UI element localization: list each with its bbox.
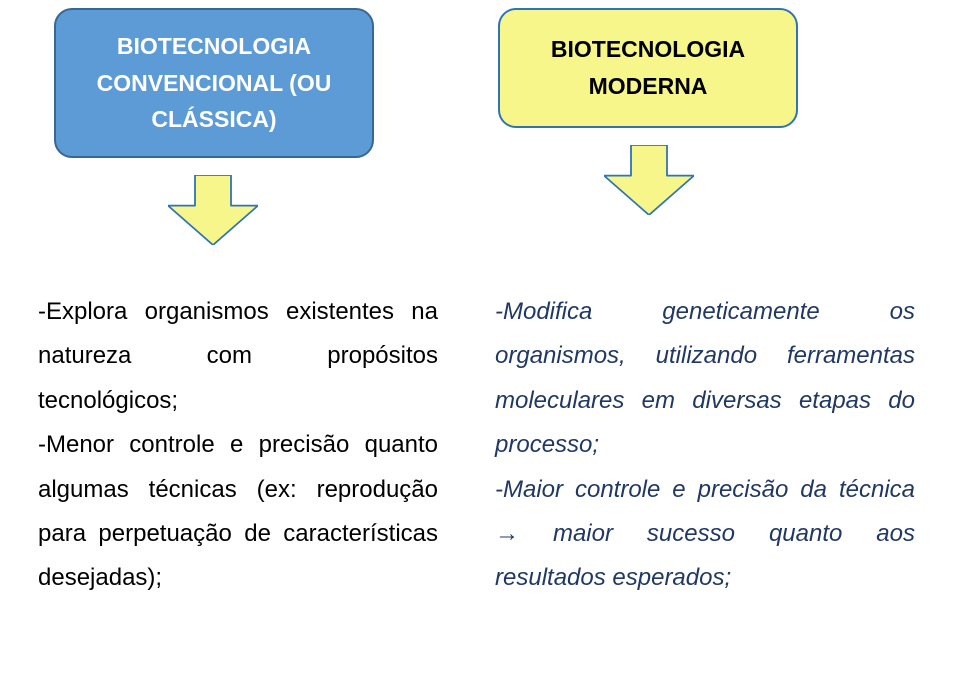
text-moderna: -Modifica geneticamente os organismos, u… [495,290,915,601]
box-biotec-convencional: BIOTECNOLOGIA CONVENCIONAL (OU CLÁSSICA) [54,8,374,158]
box-left-line1: BIOTECNOLOGIA [117,28,311,65]
down-arrow-right [604,145,694,215]
box-biotec-moderna: BIOTECNOLOGIA MODERNA [498,8,798,128]
text-convencional: -Explora organismos existentes na nature… [38,290,438,601]
box-right-line1: BIOTECNOLOGIA [551,31,745,68]
box-right-line2: MODERNA [589,68,708,105]
box-left-line3: CLÁSSICA) [151,101,276,138]
box-left-line2: CONVENCIONAL (OU [97,65,332,102]
down-arrow-left [168,175,258,245]
